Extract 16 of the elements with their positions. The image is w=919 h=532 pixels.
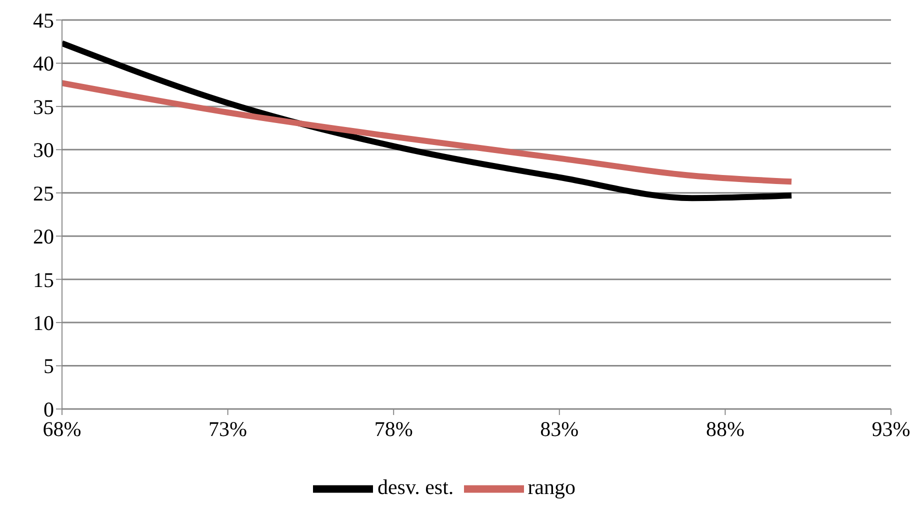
y-tick-label: 30: [33, 138, 54, 162]
y-tick-label: 10: [33, 311, 54, 336]
legend-label: rango: [528, 474, 576, 499]
x-tick-label: 93%: [872, 416, 910, 441]
x-tick-label: 78%: [374, 416, 413, 441]
x-tick-label: 73%: [208, 416, 248, 441]
x-tick-label: 83%: [540, 416, 579, 441]
y-tick-label: 5: [44, 354, 54, 378]
y-tick-label: 35: [33, 94, 54, 119]
y-tick-label: 15: [33, 268, 54, 292]
y-tick-label: 40: [33, 52, 54, 76]
x-tick-label: 88%: [706, 416, 744, 441]
y-tick-label: 45: [33, 8, 54, 32]
y-tick-label: 20: [33, 224, 54, 249]
legend-label: desv. est.: [377, 474, 454, 499]
y-tick-label: 25: [33, 181, 54, 206]
